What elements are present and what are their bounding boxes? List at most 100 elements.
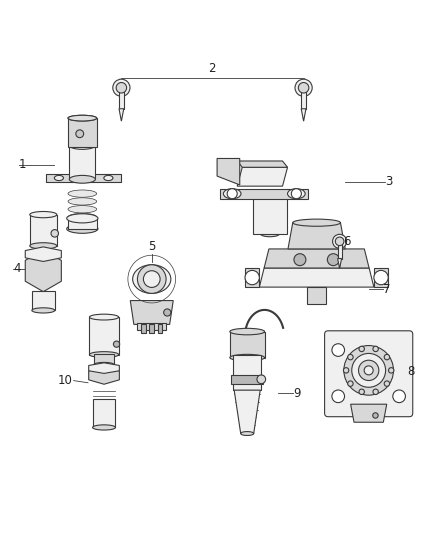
Circle shape	[332, 235, 346, 248]
FancyBboxPatch shape	[325, 331, 413, 417]
Bar	[32, 290, 55, 310]
Ellipse shape	[69, 175, 95, 183]
Text: 8: 8	[408, 365, 415, 378]
Bar	[307, 287, 326, 304]
Polygon shape	[130, 301, 173, 325]
Bar	[69, 146, 95, 179]
Ellipse shape	[94, 362, 114, 368]
Circle shape	[332, 390, 345, 402]
Circle shape	[298, 83, 309, 93]
Circle shape	[374, 270, 388, 285]
Circle shape	[364, 366, 373, 375]
Bar	[158, 325, 162, 333]
Polygon shape	[245, 268, 259, 287]
Circle shape	[359, 389, 364, 394]
Bar	[141, 325, 146, 333]
Bar	[94, 353, 114, 365]
Text: 6: 6	[343, 235, 350, 248]
Circle shape	[352, 353, 385, 387]
Bar	[230, 332, 265, 358]
Circle shape	[384, 354, 390, 360]
Ellipse shape	[230, 328, 265, 335]
Polygon shape	[119, 109, 124, 121]
Ellipse shape	[68, 190, 97, 197]
Circle shape	[51, 230, 59, 237]
Polygon shape	[219, 189, 307, 199]
Ellipse shape	[68, 115, 97, 121]
Circle shape	[257, 375, 265, 384]
Polygon shape	[25, 247, 61, 262]
Circle shape	[164, 309, 171, 316]
Circle shape	[336, 237, 344, 246]
Ellipse shape	[32, 308, 55, 313]
Ellipse shape	[69, 142, 95, 149]
Bar	[253, 196, 287, 234]
Ellipse shape	[67, 214, 98, 223]
Polygon shape	[288, 223, 345, 249]
Text: 9: 9	[293, 386, 300, 400]
Polygon shape	[264, 249, 369, 268]
Circle shape	[348, 381, 353, 386]
Polygon shape	[237, 167, 287, 186]
Ellipse shape	[89, 352, 119, 358]
Circle shape	[373, 413, 378, 418]
Circle shape	[343, 368, 349, 373]
Circle shape	[373, 346, 378, 352]
Bar	[231, 375, 264, 384]
Polygon shape	[46, 174, 121, 182]
Circle shape	[245, 270, 259, 285]
Circle shape	[138, 265, 166, 293]
Circle shape	[348, 354, 353, 360]
Bar	[138, 323, 166, 330]
Circle shape	[113, 341, 120, 348]
Ellipse shape	[133, 265, 171, 293]
Polygon shape	[237, 161, 287, 167]
Bar	[119, 88, 124, 109]
Text: 3: 3	[385, 175, 392, 188]
Polygon shape	[25, 250, 61, 292]
Polygon shape	[301, 109, 306, 121]
Circle shape	[76, 130, 84, 138]
Text: 7: 7	[383, 283, 391, 296]
Circle shape	[143, 271, 160, 287]
Circle shape	[327, 254, 339, 265]
Bar	[89, 317, 119, 354]
Bar	[68, 219, 97, 229]
Ellipse shape	[287, 189, 305, 199]
Circle shape	[384, 381, 390, 386]
Circle shape	[393, 390, 406, 402]
Bar	[30, 215, 57, 246]
Text: 5: 5	[148, 240, 155, 254]
Ellipse shape	[68, 198, 97, 205]
Text: 2: 2	[208, 62, 215, 75]
Ellipse shape	[230, 354, 265, 361]
Ellipse shape	[261, 231, 279, 237]
Circle shape	[116, 83, 127, 93]
Ellipse shape	[68, 206, 97, 213]
Bar	[149, 325, 154, 333]
Text: 4: 4	[13, 262, 21, 275]
Ellipse shape	[68, 213, 97, 221]
Circle shape	[389, 368, 394, 373]
Ellipse shape	[54, 175, 64, 181]
Circle shape	[113, 79, 130, 96]
Circle shape	[344, 345, 393, 395]
Circle shape	[373, 389, 378, 394]
Polygon shape	[217, 158, 240, 185]
Ellipse shape	[67, 224, 98, 233]
Polygon shape	[89, 367, 120, 384]
Circle shape	[332, 344, 345, 357]
Circle shape	[359, 360, 379, 381]
Bar	[338, 241, 342, 259]
Bar	[233, 356, 261, 390]
Circle shape	[227, 189, 237, 199]
Ellipse shape	[30, 212, 57, 218]
Polygon shape	[338, 259, 342, 269]
Polygon shape	[234, 390, 260, 433]
Text: 1: 1	[18, 158, 26, 171]
Ellipse shape	[104, 175, 113, 181]
Ellipse shape	[30, 243, 57, 249]
Bar	[301, 88, 306, 109]
Ellipse shape	[92, 425, 116, 430]
Circle shape	[294, 254, 306, 265]
